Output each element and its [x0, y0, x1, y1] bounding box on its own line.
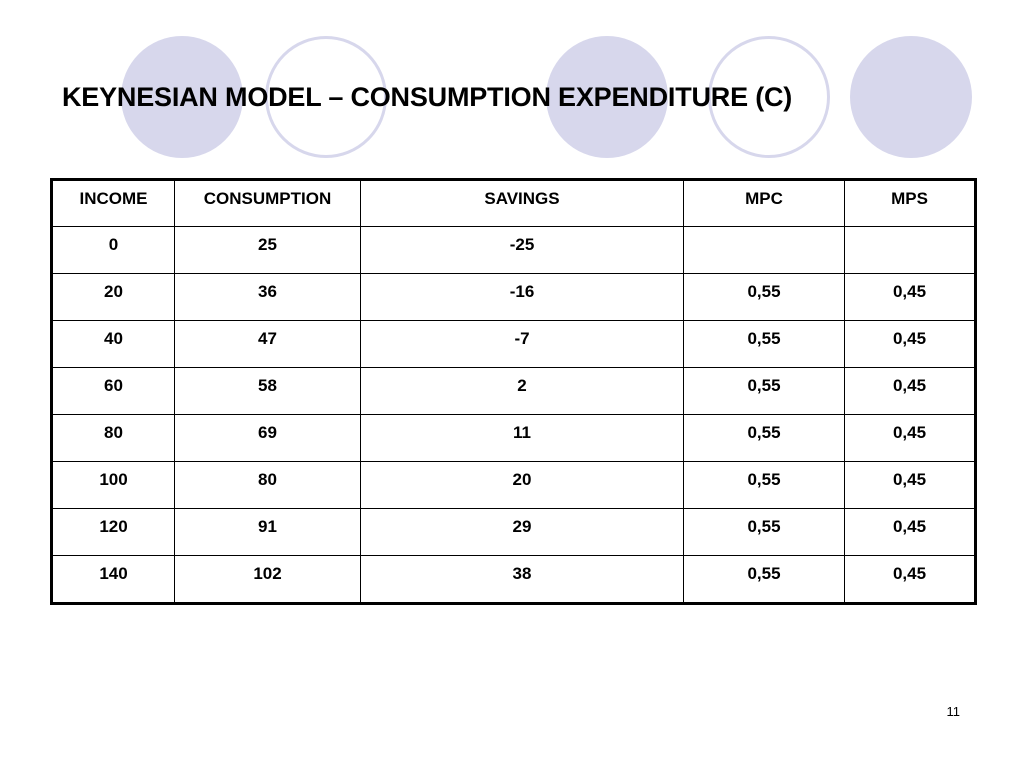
cell-savings: 11 [360, 414, 684, 462]
decorative-circle [121, 36, 243, 158]
cell-consumption: 47 [174, 320, 361, 368]
cell-savings: -25 [360, 226, 684, 274]
decorative-circle [265, 36, 387, 158]
cell-savings: 29 [360, 508, 684, 556]
cell-savings: 2 [360, 367, 684, 415]
cell-mpc [683, 226, 845, 274]
cell-mpc: 0,55 [683, 461, 845, 509]
column-header-mpc: MPC [683, 179, 845, 227]
column-header-income: INCOME [51, 179, 175, 227]
cell-mps: 0,45 [844, 461, 976, 509]
cell-savings: 20 [360, 461, 684, 509]
cell-consumption: 58 [174, 367, 361, 415]
column-header-mps: MPS [844, 179, 976, 227]
cell-income: 140 [51, 555, 175, 604]
cell-mpc: 0,55 [683, 320, 845, 368]
cell-consumption: 80 [174, 461, 361, 509]
cell-income: 0 [51, 226, 175, 274]
slide-title: KEYNESIAN MODEL – CONSUMPTION EXPENDITUR… [62, 82, 793, 112]
cell-income: 60 [51, 367, 175, 415]
page-number: 11 [946, 704, 961, 719]
cell-income: 80 [51, 414, 175, 462]
cell-mps: 0,45 [844, 555, 976, 604]
cell-income: 20 [51, 273, 175, 321]
table-header-row: INCOME CONSUMPTION SAVINGS MPC MPS [51, 179, 976, 227]
cell-consumption: 91 [174, 508, 361, 556]
cell-mps: 0,45 [844, 508, 976, 556]
table-row: 140 102 38 0,55 0,45 [51, 555, 976, 604]
cell-savings: 38 [360, 555, 684, 604]
decorative-circle [708, 36, 830, 158]
cell-income: 40 [51, 320, 175, 368]
cell-mpc: 0,55 [683, 367, 845, 415]
table-row: 20 36 -16 0,55 0,45 [51, 273, 976, 321]
table-row: 0 25 -25 [51, 226, 976, 274]
cell-mps: 0,45 [844, 414, 976, 462]
cell-mpc: 0,55 [683, 508, 845, 556]
cell-savings: -7 [360, 320, 684, 368]
table-row: 100 80 20 0,55 0,45 [51, 461, 976, 509]
cell-mps: 0,45 [844, 273, 976, 321]
decorative-circle [546, 36, 668, 158]
cell-mps [844, 226, 976, 274]
cell-mps: 0,45 [844, 367, 976, 415]
cell-mpc: 0,55 [683, 555, 845, 604]
cell-consumption: 25 [174, 226, 361, 274]
cell-consumption: 102 [174, 555, 361, 604]
decorative-circle [850, 36, 972, 158]
cell-consumption: 36 [174, 273, 361, 321]
column-header-consumption: CONSUMPTION [174, 179, 361, 227]
cell-income: 100 [51, 461, 175, 509]
cell-savings: -16 [360, 273, 684, 321]
cell-consumption: 69 [174, 414, 361, 462]
column-header-savings: SAVINGS [360, 179, 684, 227]
cell-mps: 0,45 [844, 320, 976, 368]
cell-mpc: 0,55 [683, 414, 845, 462]
table-row: 60 58 2 0,55 0,45 [51, 367, 976, 415]
data-table: INCOME CONSUMPTION SAVINGS MPC MPS 0 25 … [50, 178, 977, 605]
table-row: 40 47 -7 0,55 0,45 [51, 320, 976, 368]
table-row: 80 69 11 0,55 0,45 [51, 414, 976, 462]
table-row: 120 91 29 0,55 0,45 [51, 508, 976, 556]
cell-income: 120 [51, 508, 175, 556]
cell-mpc: 0,55 [683, 273, 845, 321]
